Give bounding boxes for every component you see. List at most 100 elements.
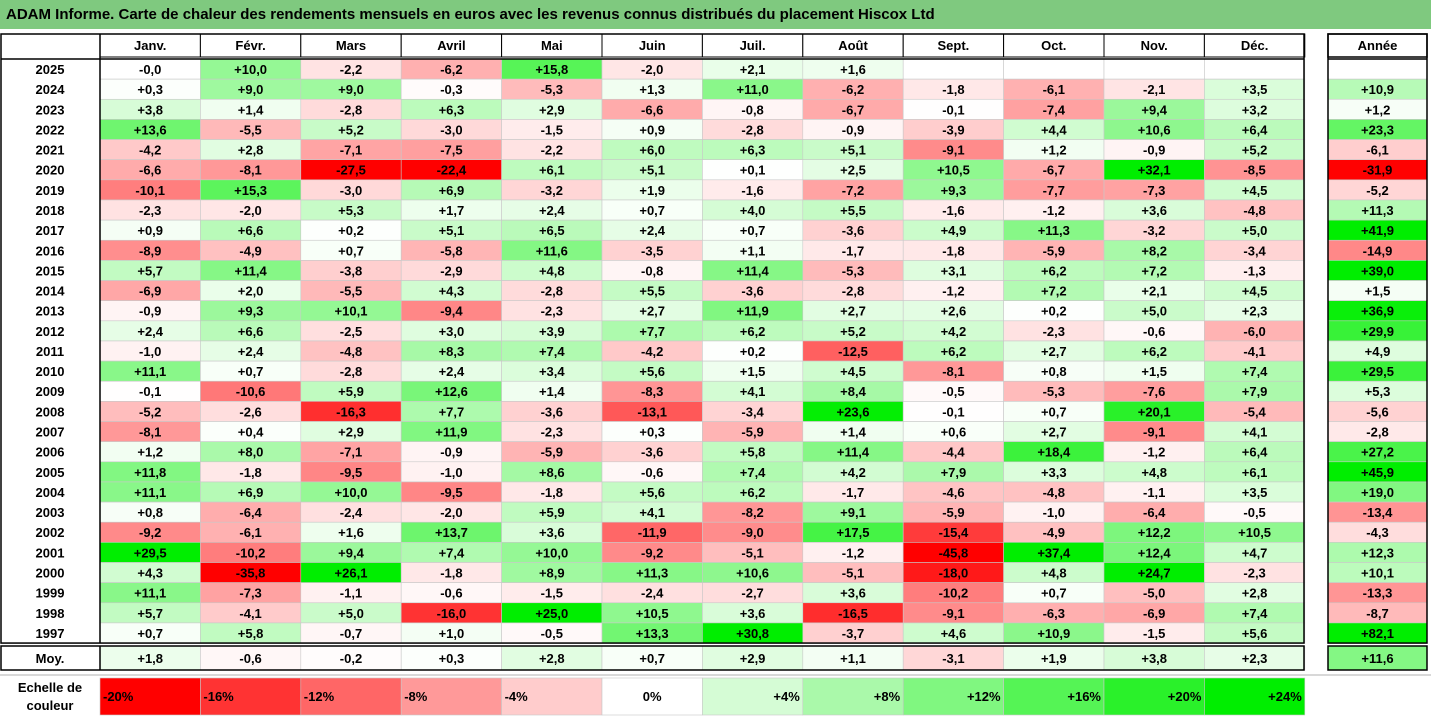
annual-cell-value: +5,3 (1365, 384, 1391, 399)
heatmap-cell-value: +8,0 (238, 445, 264, 460)
heatmap-cell-value: +0,8 (137, 505, 163, 520)
heatmap-cell-value: -0,6 (440, 586, 462, 601)
heatmap-cell-value: -6,2 (440, 62, 462, 77)
heatmap-cell-value: -0,9 (842, 122, 864, 137)
heatmap-cell-value: +1,4 (539, 384, 565, 399)
heatmap-cell-value: -1,1 (1143, 485, 1165, 500)
average-cell (1003, 645, 1105, 671)
heatmap-cell-value: -8,1 (139, 425, 161, 440)
annual-cell-value: -4,3 (1366, 525, 1388, 540)
average-cell-value: -0,6 (239, 651, 261, 666)
heatmap-cell-value: +11,1 (134, 586, 166, 601)
heatmap-cell-value: -2,2 (541, 143, 563, 158)
average-cell-value: +3,8 (1141, 651, 1167, 666)
heatmap-cells (99, 33, 1428, 716)
heatmap-cell-value: +2,8 (238, 143, 264, 158)
color-scale-swatch (99, 677, 201, 716)
heatmap-cell-value: -3,6 (641, 445, 663, 460)
color-scale-swatch (501, 677, 603, 716)
heatmap-cell-value: +10,9 (1037, 626, 1070, 641)
year-label: 2019 (36, 183, 65, 198)
heatmap-cell-value: +10,6 (736, 566, 769, 581)
heatmap-cell-value: +18,4 (1037, 445, 1071, 460)
heatmap-cell-value: +3,6 (840, 586, 866, 601)
heatmap-cell-value: -11,9 (638, 525, 667, 540)
average-cell-value: -0,2 (340, 651, 362, 666)
heatmap-cell-value: -6,9 (1143, 606, 1165, 621)
heatmap-cell-value: +1,4 (238, 102, 264, 117)
heatmap-cell-value: -0,8 (741, 102, 763, 117)
heatmap-cell-value: -5,8 (440, 243, 462, 258)
heatmap-cell-value: +4,9 (941, 223, 967, 238)
color-scale-label-value: -16% (203, 689, 234, 704)
heatmap-cell-value: -6,1 (239, 525, 261, 540)
table-frame (0, 33, 1305, 644)
year-label: 2004 (36, 485, 66, 500)
heatmap-cell-value: +5,6 (1242, 626, 1268, 641)
color-scale-label-value: -20% (103, 689, 134, 704)
year-label: 2023 (36, 102, 65, 117)
heatmap-cell-value: -1,3 (1243, 263, 1265, 278)
heatmap-cell-value: -1,6 (942, 203, 964, 218)
heatmap-cell-value: -3,5 (641, 243, 663, 258)
heatmap-cell-value: +6,9 (238, 485, 264, 500)
heatmap-cell-value: +9,3 (238, 304, 264, 319)
heatmap-cell-value: -15,4 (939, 525, 969, 540)
heatmap-cell-value: -6,6 (641, 102, 663, 117)
annual-cell-value: -5,6 (1366, 404, 1388, 419)
heatmap-cell-value: +1,0 (439, 626, 465, 641)
heatmap-cell-value: +17,5 (837, 525, 870, 540)
heatmap-cell-value: +10,5 (1238, 525, 1271, 540)
heatmap-cell-value: -5,1 (741, 545, 763, 560)
heatmap-cell-value: -5,1 (842, 566, 864, 581)
color-scale-swatch (601, 677, 703, 716)
heatmap-cell-value: +12,2 (1138, 525, 1171, 540)
heatmap-cell-value: +11,3 (1038, 223, 1070, 238)
heatmap-cell-value: -3,8 (340, 263, 362, 278)
heatmap-cell-value: -8,1 (942, 364, 964, 379)
heatmap-cell-value: -10,6 (236, 384, 266, 399)
heatmap-cell-value: +6,2 (941, 344, 967, 359)
annual-cell-value: -6,1 (1366, 143, 1388, 158)
heatmap-cell-value: -7,3 (1143, 183, 1165, 198)
heatmap-labels: Janv. Févr. Mars Avril Mai Juin Juil. Août Sept.… (36, 38, 1398, 704)
heatmap-cell-value: +5,2 (1242, 143, 1268, 158)
heatmap-cell-value: -0,6 (1143, 324, 1165, 339)
heatmap-cell-value: -3,0 (440, 122, 462, 137)
heatmap-cell-value: +30,8 (736, 626, 769, 641)
heatmap-cell-value: +0,4 (238, 425, 264, 440)
heatmap-cell-value: +2,4 (137, 324, 163, 339)
heatmap-cell-value: +3,8 (137, 102, 163, 117)
heatmap-cell-value: +5,2 (840, 324, 866, 339)
heatmap-cell-value: +7,7 (639, 324, 665, 339)
heatmap-cell-value: -9,0 (741, 525, 763, 540)
heatmap-cell-value: +11,6 (536, 243, 568, 258)
month-header-label: Févr. (235, 38, 265, 53)
heatmap-cell-value: -1,1 (340, 586, 362, 601)
heatmap-cell-value: +3,2 (1242, 102, 1268, 117)
heatmap-cell-value: +8,9 (539, 566, 565, 581)
heatmap-cell-value: +3,6 (740, 606, 766, 621)
heatmap-cell-value: +2,5 (840, 163, 866, 178)
heatmap-cell-value: +11,4 (737, 263, 770, 278)
color-scale-label: Echelle de couleur (2, 679, 98, 715)
heatmap-cell-value: -7,4 (1043, 102, 1066, 117)
heatmap-cell-value: -6,0 (1243, 324, 1265, 339)
annual-cell-value: +12,3 (1361, 545, 1394, 560)
heatmap-cell-value: +3,6 (539, 525, 565, 540)
heatmap-cell-value: +1,1 (740, 243, 766, 258)
heatmap-cell-value: +24,7 (1138, 566, 1171, 581)
annual-cell-value: -13,3 (1363, 586, 1393, 601)
year-label: 2016 (36, 243, 65, 258)
heatmap-cell-value: +3,1 (941, 263, 967, 278)
heatmap-cell-value: +5,9 (338, 384, 364, 399)
average-cell (1103, 645, 1205, 671)
heatmap-cell-value: +6,2 (1141, 344, 1167, 359)
average-cell-value: +1,9 (1041, 651, 1067, 666)
heatmap-cell-value: +3,5 (1242, 82, 1268, 97)
heatmap-cell-value: -2,3 (541, 425, 563, 440)
heatmap-cell-value: -4,8 (340, 344, 362, 359)
annual-cell-value: +36,9 (1361, 304, 1394, 319)
heatmap-cell-value: +0,1 (740, 163, 766, 178)
